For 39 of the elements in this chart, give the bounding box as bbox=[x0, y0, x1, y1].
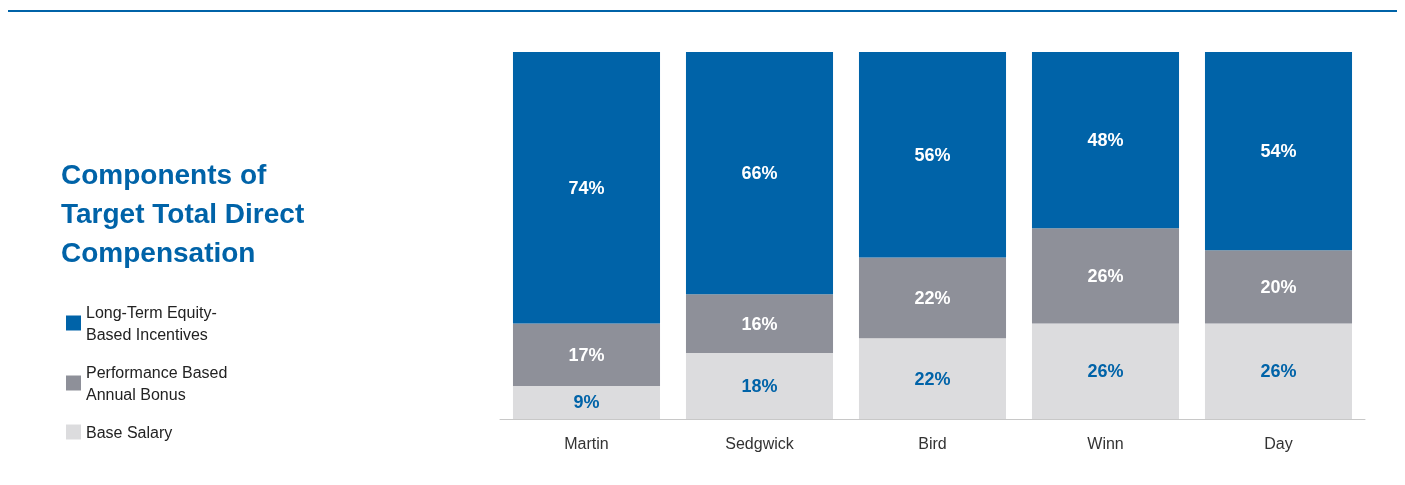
bar bbox=[1204, 250, 1353, 324]
bar bbox=[685, 294, 834, 353]
bar bbox=[512, 52, 661, 324]
x-tick-label: Winn bbox=[1087, 434, 1124, 452]
bar bbox=[1031, 323, 1180, 419]
x-tick-label: Martin bbox=[564, 434, 609, 452]
data-label: 26% bbox=[1087, 361, 1124, 382]
data-label: 22% bbox=[914, 287, 951, 308]
data-label: 48% bbox=[1087, 130, 1124, 151]
bar bbox=[685, 352, 834, 419]
legend-label: Long-Term Equity- Based Incentives bbox=[86, 303, 217, 343]
legend-label: Performance Based Annual Bonus bbox=[86, 363, 228, 403]
data-label: 66% bbox=[741, 163, 778, 184]
data-label: 54% bbox=[1260, 141, 1297, 162]
x-tick-label: Day bbox=[1264, 434, 1293, 452]
legend-label: Base Salary bbox=[86, 423, 173, 441]
data-label: 9% bbox=[573, 392, 600, 413]
data-label: 20% bbox=[1260, 276, 1297, 297]
bar bbox=[512, 323, 661, 386]
bar bbox=[1031, 228, 1180, 324]
data-label: 16% bbox=[741, 313, 778, 334]
data-label: 18% bbox=[741, 375, 778, 396]
bar bbox=[858, 257, 1007, 339]
data-label: 74% bbox=[568, 177, 605, 198]
bar bbox=[1204, 323, 1353, 419]
text: Components of Target Total Direct Compensation bbox=[61, 159, 313, 268]
bar bbox=[1031, 52, 1180, 229]
x-tick-label: Bird bbox=[918, 434, 947, 452]
bar bbox=[512, 385, 661, 419]
bar bbox=[858, 338, 1007, 419]
data-label: 26% bbox=[1087, 265, 1124, 286]
data-label: 56% bbox=[914, 144, 951, 165]
data-label: 26% bbox=[1260, 361, 1297, 382]
x-tick-label: Sedgwick bbox=[725, 434, 795, 452]
data-label: 22% bbox=[914, 368, 951, 389]
bar bbox=[858, 52, 1007, 258]
bar bbox=[1204, 52, 1353, 251]
bar bbox=[685, 52, 834, 295]
data-label: 17% bbox=[568, 344, 605, 365]
